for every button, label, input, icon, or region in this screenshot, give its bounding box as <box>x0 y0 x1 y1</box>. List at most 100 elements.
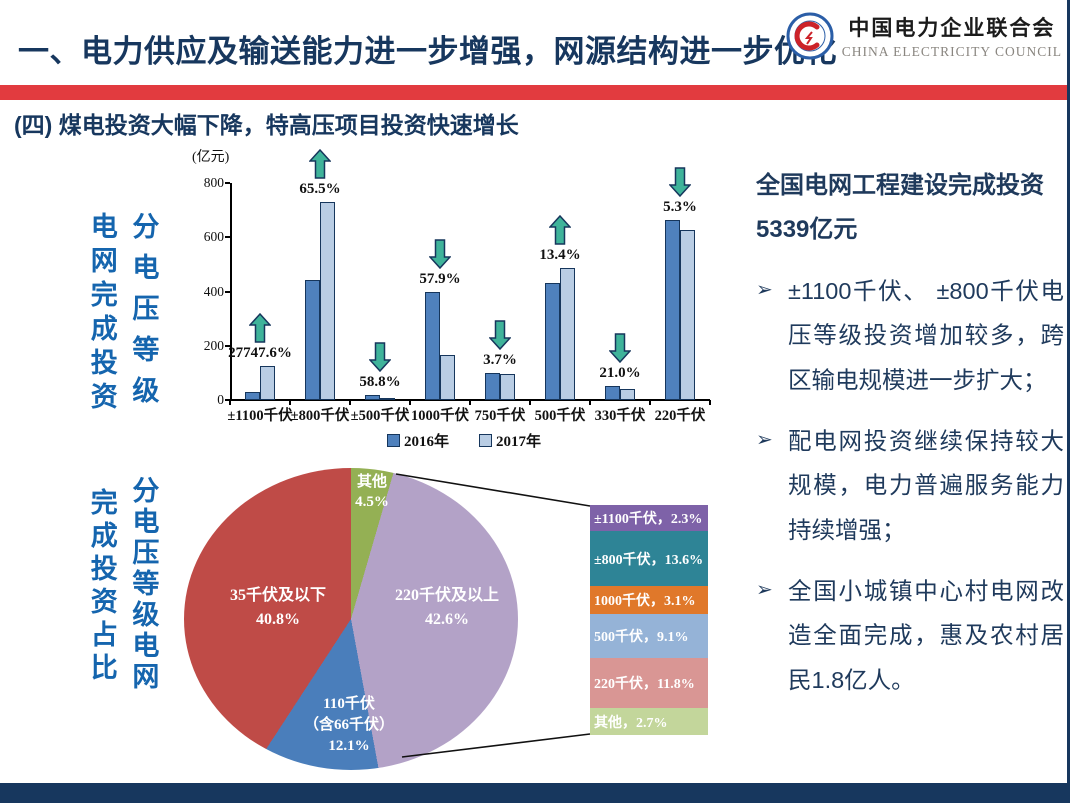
pie-label-other: 其他 4.5% <box>355 474 389 510</box>
pie-chart-vertical-title-line1: 分电压等级电网 <box>128 476 159 693</box>
x-category-label: ±800千伏 <box>290 408 350 424</box>
cec-emblem-icon <box>786 12 834 60</box>
org-name-cn: 中国电力企业联合会 <box>848 17 1056 40</box>
bullet-item: ➢ 配电网投资继续保持较大规模，电力普遍服务能力持续增强； <box>756 419 1064 553</box>
bar-change-label: 57.9% <box>419 270 461 287</box>
y-tick-label: 800 <box>203 175 224 190</box>
pie-chart: 其他 4.5% 220千伏及以上 42.6% 110千伏 （含66千伏） 12.… <box>184 456 744 778</box>
x-tick-mark <box>409 400 411 405</box>
legend-label: 2017年 <box>496 434 542 450</box>
x-category-label: 1000千伏 <box>411 408 469 424</box>
org-logo: 中国电力企业联合会 CHINA ELECTRICITY COUNCIL <box>786 12 1062 60</box>
y-tick-label: 400 <box>203 283 224 299</box>
section-subtitle: (四) 煤电投资大幅下降，特高压项目投资快速增长 <box>14 112 519 138</box>
bar-2017 <box>560 267 575 400</box>
x-tick-mark <box>529 400 531 405</box>
bar-chart-vertical-title: 分电压等级 电网完成投资 <box>86 212 159 417</box>
bar-change-label: 58.8% <box>359 373 401 390</box>
x-category-label: 750千伏 <box>474 408 526 424</box>
bar-chart-legend: 2016年 2017年 <box>186 430 742 451</box>
bar-chart-vertical-title-line2: 电网完成投资 <box>86 212 117 416</box>
org-name: 中国电力企业联合会 CHINA ELECTRICITY COUNCIL <box>842 12 1062 60</box>
bullet-item: ➢ 全国小城镇中心村电网改造全面完成，惠及农村居民1.8亿人。 <box>756 569 1064 703</box>
bar-change-label: 5.3% <box>663 199 697 216</box>
pie-wedges <box>184 468 518 770</box>
arrow-down-icon <box>609 333 631 363</box>
bar-2016 <box>305 280 320 400</box>
legend-item: 2017年 <box>479 430 541 451</box>
legend-swatch <box>479 434 492 447</box>
bullet-text: 全国小城镇中心村电网改造全面完成，惠及农村居民1.8亿人。 <box>788 577 1064 693</box>
x-tick-mark <box>229 400 231 405</box>
arrow-down-icon <box>489 320 511 350</box>
bar-2017 <box>380 397 395 400</box>
x-category-label: 500千伏 <box>534 408 586 424</box>
x-tick-mark <box>469 400 471 405</box>
bar-2016 <box>485 372 500 400</box>
bar-chart-vertical-title-line1: 分电压等级 <box>128 212 159 417</box>
pie-label-110kv: 110千伏 （含66千伏） 12.1% <box>303 696 394 754</box>
x-category-label: 330千伏 <box>594 408 646 424</box>
legend-swatch <box>386 434 400 447</box>
bar-2016 <box>365 394 380 400</box>
x-tick-mark <box>289 400 291 405</box>
pie-chart-vertical-title-line2: 完成投资占比 <box>86 488 117 686</box>
bar-2016 <box>605 385 620 400</box>
legend-item: 2016年 <box>386 430 449 451</box>
x-category-label: 220千伏 <box>654 408 706 424</box>
arrow-down-icon <box>669 167 691 198</box>
bar-change-label: 3.7% <box>483 351 517 368</box>
bullet-text: 配电网投资继续保持较大规模，电力普遍服务能力持续增强； <box>788 427 1064 543</box>
bar-chart: (亿元) 0 200 400 600 800 ±1100千伏 27747.6% ±800千伏 6… <box>186 146 742 451</box>
breakdown-segment: 220千伏，11.8% <box>590 657 708 709</box>
bar-2016 <box>545 283 560 400</box>
arrow-up-icon <box>249 313 271 343</box>
arrow-up-icon <box>549 214 571 245</box>
y-tick-label: 200 <box>203 337 224 353</box>
bar-2017 <box>440 354 455 400</box>
org-name-en: CHINA ELECTRICITY COUNCIL <box>841 44 1062 59</box>
bar-change-label: 65.5% <box>299 180 341 197</box>
pie-label-220kv-above: 220千伏及以上 42.6% <box>394 587 499 628</box>
bar-change-label: 27747.6% <box>228 345 292 362</box>
pie-chart-vertical-title: 分电压等级电网 完成投资占比 <box>86 476 159 693</box>
y-tick-label: 0 <box>217 392 224 407</box>
x-tick-mark <box>349 400 351 405</box>
y-tick-mark <box>225 344 230 347</box>
arrow-up-icon <box>309 148 331 179</box>
breakdown-segment: 1000千伏，3.1% <box>590 586 708 615</box>
y-tick-mark <box>225 236 230 239</box>
y-tick-label: 600 <box>203 229 224 245</box>
pie-label-35kv-below: 35千伏及以下 40.8% <box>229 587 326 628</box>
y-tick-mark <box>225 182 230 184</box>
x-tick-mark <box>649 400 651 405</box>
breakdown-segment: 其他，2.7% <box>590 708 708 735</box>
bar-2016 <box>245 391 260 400</box>
bar-2016 <box>425 291 440 400</box>
bullet-item: ➢ ±1100千伏、 ±800千伏电压等级投资增加较多，跨区输电规模进一步扩大； <box>756 269 1064 403</box>
header-red-divider <box>0 85 1070 100</box>
bullet-arrow-icon: ➢ <box>756 578 773 601</box>
legend-label: 2016年 <box>403 434 449 450</box>
x-tick-mark <box>589 400 591 405</box>
y-tick-mark <box>225 290 230 293</box>
bar-2017 <box>260 366 275 400</box>
summary-bullets: ➢ ±1100千伏、 ±800千伏电压等级投资增加较多，跨区输电规模进一步扩大； ➢… <box>756 269 1064 703</box>
breakdown-stacked-bar: ±1100千伏，2.3% ±800千伏，13.6% 1000千伏，3.1% 500千伏… <box>590 505 708 735</box>
right-edge-border <box>1067 0 1070 803</box>
breakdown-segment: ±800千伏，13.6% <box>590 530 708 587</box>
x-tick-mark <box>709 400 711 405</box>
y-tick-mark <box>225 399 230 401</box>
bar-change-label: 13.4% <box>539 246 581 263</box>
x-category-label: ±1100千伏 <box>227 408 293 424</box>
bar-chart-unit-label: (亿元) <box>192 150 230 165</box>
x-category-label: ±500千伏 <box>350 408 410 424</box>
bullet-arrow-icon: ➢ <box>756 428 773 451</box>
bar-change-label: 21.0% <box>599 364 641 381</box>
arrow-down-icon <box>429 238 451 269</box>
bar-chart-y-axis <box>230 183 232 401</box>
bullet-arrow-icon: ➢ <box>756 278 773 301</box>
breakdown-segment: 500千伏，9.1% <box>590 614 708 658</box>
bullet-text: ±1100千伏、 ±800千伏电压等级投资增加较多，跨区输电规模进一步扩大； <box>788 277 1064 394</box>
